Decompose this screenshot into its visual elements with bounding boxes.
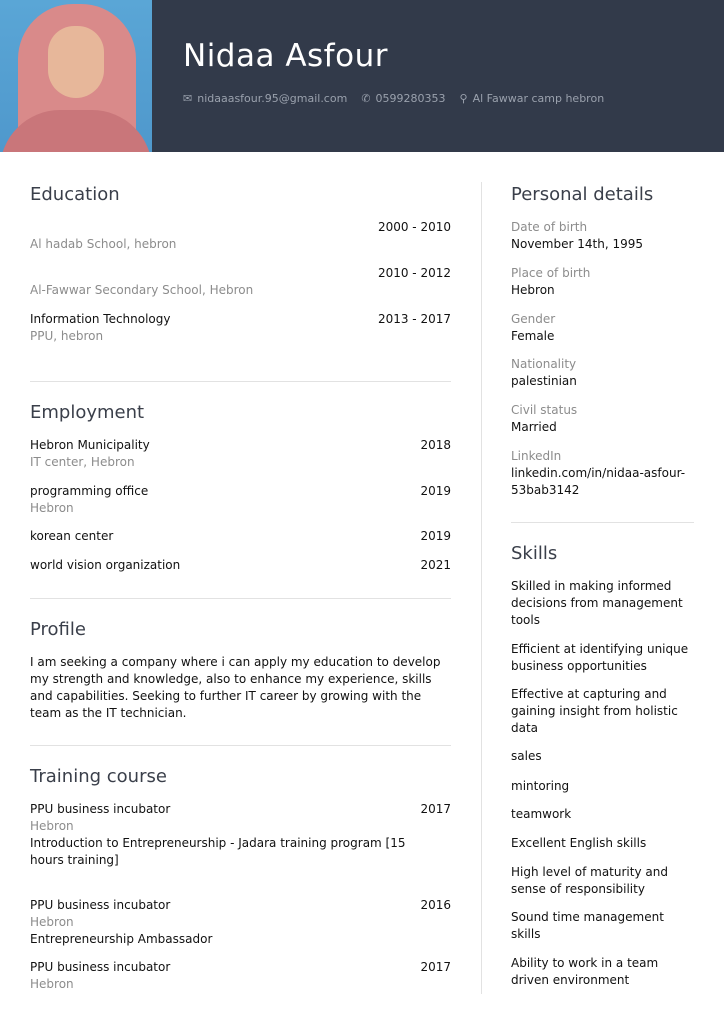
education-item: 2000 - 2010 Al hadab School, hebron xyxy=(30,219,451,253)
envelope-icon: ✉ xyxy=(183,92,193,105)
item-title: PPU business incubator xyxy=(30,960,171,974)
personal-detail: Date of birth November 14th, 1995 xyxy=(511,219,694,253)
item-sub: IT center, Hebron xyxy=(30,455,135,469)
skill-item: Effective at capturing and gaining insig… xyxy=(511,687,678,735)
item-description: Entrepreneurship Ambassador xyxy=(30,932,213,946)
personal-detail: Gender Female xyxy=(511,311,694,345)
employment-item: Hebron Municipality 2018 IT center, Hebron xyxy=(30,437,451,471)
skill-item: Skilled in making informed decisions fro… xyxy=(511,579,683,627)
column-divider xyxy=(481,182,482,994)
item-date: 2017 xyxy=(420,960,451,974)
employment-item: korean center 2019 xyxy=(30,528,451,545)
item-sub: Hebron xyxy=(30,915,74,929)
education-item: Information Technology 2013 - 2017 PPU, he… xyxy=(30,311,451,345)
item-sub: Al-Fawwar Secondary School, Hebron xyxy=(30,283,254,297)
left-column: Education 2000 - 2010 Al hadab School, he… xyxy=(30,0,451,1024)
phone: 0599280353 xyxy=(375,92,446,105)
address: Al Fawwar camp hebron xyxy=(472,92,605,105)
employment-item: programming office 2019 Hebron xyxy=(30,483,451,517)
detail-value: palestinian xyxy=(511,374,577,388)
item-date: 2019 xyxy=(420,529,451,543)
item-date: 2000 - 2010 xyxy=(377,220,451,234)
detail-label: Date of birth xyxy=(511,220,588,234)
employment-item: world vision organization 2021 xyxy=(30,557,451,574)
item-title: Information Technology xyxy=(30,312,171,326)
email[interactable]: nidaaasfour.95@gmail.com xyxy=(197,92,348,105)
item-date: 2010 - 2012 xyxy=(377,266,451,280)
detail-value: November 14th, 1995 xyxy=(511,237,643,251)
right-column: Personal details Date of birth November 1… xyxy=(511,0,694,1024)
skill-item: teamwork xyxy=(511,807,572,821)
item-sub: PPU, hebron xyxy=(30,329,104,343)
item-sub: Al hadab School, hebron xyxy=(30,237,177,251)
item-date: 2021 xyxy=(420,558,451,572)
map-pin-icon: ⚲ xyxy=(459,92,468,105)
item-date: 2017 xyxy=(420,802,451,816)
item-description: Introduction to Entrepreneurship - Jadar… xyxy=(30,836,406,867)
skill-item: Efficient at identifying unique business… xyxy=(511,642,689,673)
detail-label: Nationality xyxy=(511,357,577,371)
divider xyxy=(511,522,694,523)
detail-label: Gender xyxy=(511,312,556,326)
personal-details-heading: Personal details xyxy=(511,184,654,205)
profile-photo xyxy=(0,0,152,152)
item-title: korean center xyxy=(30,529,114,543)
training-item: PPU business incubator 2016 Hebron Entrepre… xyxy=(30,897,451,948)
detail-label: LinkedIn xyxy=(511,449,562,463)
item-date: 2016 xyxy=(420,898,451,912)
education-item: 2010 - 2012 Al-Fawwar Secondary School, H… xyxy=(30,265,451,299)
item-sub: Hebron xyxy=(30,501,74,515)
detail-value[interactable]: linkedin.com/in/nidaa-asfour-53bab3142 xyxy=(511,466,686,497)
contact-info: ✉ nidaaasfour.95@gmail.com ✆ 0599280353 ⚲ A… xyxy=(183,92,604,105)
personal-detail: Nationality palestinian xyxy=(511,356,694,390)
item-title: Hebron Municipality xyxy=(30,438,150,452)
detail-value: Female xyxy=(511,329,555,343)
detail-value: Hebron xyxy=(511,283,555,297)
skill-item: Excellent English skills xyxy=(511,836,647,850)
item-date: 2019 xyxy=(420,484,451,498)
skill-item: mintoring xyxy=(511,779,570,793)
candidate-name: Nidaa Asfour xyxy=(183,38,388,74)
personal-detail: Place of birth Hebron xyxy=(511,265,694,299)
item-date: 2018 xyxy=(420,438,451,452)
detail-value: Married xyxy=(511,420,557,434)
profile-heading: Profile xyxy=(30,619,86,640)
skill-item: Sound time management skills xyxy=(511,910,664,941)
divider xyxy=(30,598,451,599)
skill-item: sales xyxy=(511,749,542,763)
personal-detail: Civil status Married xyxy=(511,402,694,436)
item-date: 2013 - 2017 xyxy=(377,312,451,326)
divider xyxy=(30,745,451,746)
education-heading: Education xyxy=(30,184,120,205)
skills-heading: Skills xyxy=(511,543,558,564)
item-title: programming office xyxy=(30,484,149,498)
divider xyxy=(30,381,451,382)
item-title: world vision organization xyxy=(30,558,181,572)
item-sub: Hebron xyxy=(30,819,74,833)
detail-label: Place of birth xyxy=(511,266,591,280)
header: Nidaa Asfour ✉ nidaaasfour.95@gmail.com ✆… xyxy=(0,0,724,152)
employment-heading: Employment xyxy=(30,402,145,423)
skill-item: High level of maturity and sense of resp… xyxy=(511,865,668,896)
training-item: PPU business incubator 2017 Hebron xyxy=(30,959,451,993)
personal-detail: LinkedIn linkedin.com/in/nidaa-asfour-53b… xyxy=(511,448,694,499)
item-sub: Hebron xyxy=(30,977,74,991)
training-item: PPU business incubator 2017 Hebron Introduc… xyxy=(30,801,451,869)
skill-item: Ability to work in a team driven environ… xyxy=(511,956,659,987)
training-heading: Training course xyxy=(30,766,167,787)
detail-label: Civil status xyxy=(511,403,578,417)
item-title: PPU business incubator xyxy=(30,802,171,816)
item-title: PPU business incubator xyxy=(30,898,171,912)
profile-text: I am seeking a company where i can apply… xyxy=(30,655,441,720)
phone-icon: ✆ xyxy=(361,92,371,105)
